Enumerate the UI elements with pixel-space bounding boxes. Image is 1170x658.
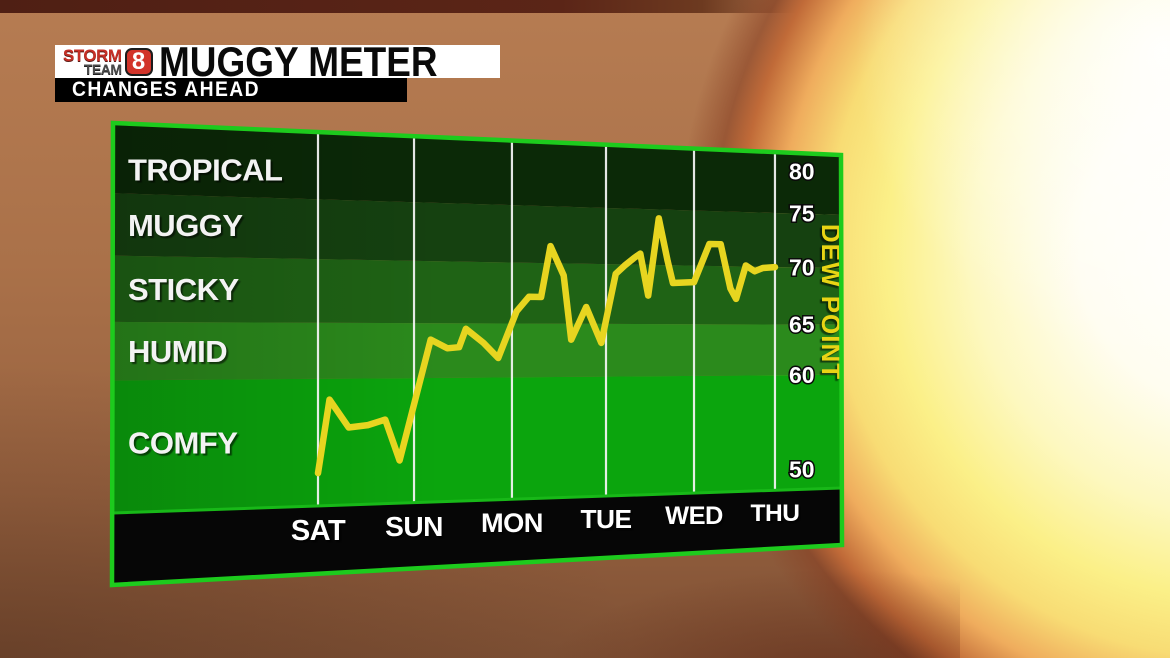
subtitle-text: CHANGES AHEAD (72, 78, 260, 101)
day-axis-band (112, 488, 842, 585)
day-label-thu: THU (751, 500, 800, 527)
band-label-tropical: TROPICAL (128, 152, 282, 187)
day-label-wed: WED (665, 502, 723, 530)
day-label-tue: TUE (580, 504, 631, 534)
band-label-comfy: COMFY (128, 425, 238, 460)
ytick-65: 65 (789, 312, 815, 338)
day-label-sat: SAT (291, 515, 346, 547)
chart-border (109, 120, 845, 588)
title-bar: STORM TEAM 8 MUGGY METER (55, 38, 500, 85)
sun-rim-shade (540, 568, 960, 658)
subtitle-bar: CHANGES AHEAD (55, 78, 407, 102)
day-label-sun: SUN (385, 511, 443, 542)
ytick-75: 75 (789, 201, 815, 227)
ytick-50: 50 (789, 456, 815, 482)
logo-words: STORM TEAM (63, 47, 122, 76)
logo-storm-text: STORM (63, 46, 122, 65)
band-label-sticky: STICKY (128, 272, 239, 307)
storm-team-8-logo: STORM TEAM 8 (63, 47, 153, 76)
logo-team-text: TEAM (83, 61, 122, 77)
logo-8-badge: 8 (124, 47, 153, 76)
ytick-60: 60 (789, 362, 815, 388)
ytick-80: 80 (789, 158, 815, 184)
plot-bottom-border (112, 486, 842, 515)
band-label-muggy: MUGGY (128, 208, 243, 243)
header: STORM TEAM 8 MUGGY METER CHANGES AHEAD (55, 38, 500, 102)
page-title: MUGGY METER (158, 38, 438, 85)
band-label-humid: HUMID (128, 334, 227, 369)
dew-point-line (314, 215, 779, 477)
day-label-mon: MON (481, 507, 543, 538)
ytick-70: 70 (789, 254, 815, 280)
